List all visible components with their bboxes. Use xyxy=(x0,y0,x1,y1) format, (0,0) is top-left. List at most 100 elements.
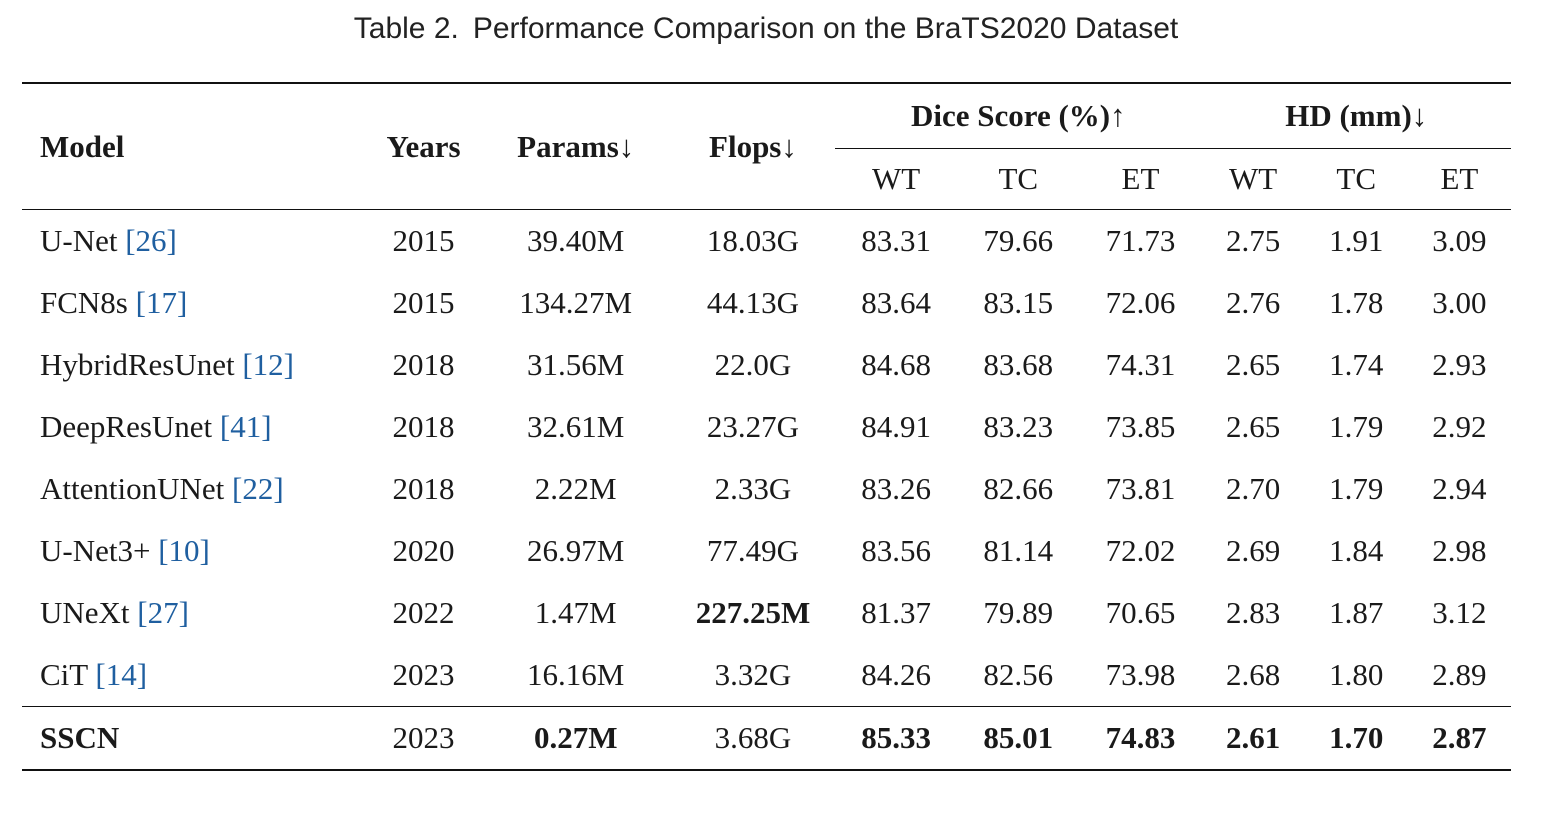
citation-link[interactable]: [41] xyxy=(219,409,272,444)
year-cell: 2018 xyxy=(392,409,455,444)
flops-cell: 22.0G xyxy=(714,347,792,382)
hd-wt-cell: 2.83 xyxy=(1225,595,1281,630)
hd-wt-cell: 2.68 xyxy=(1225,657,1281,692)
header-row-group: Model Years Params↓ Flops↓ Dice Score (%… xyxy=(22,83,1511,164)
hd-wt-cell: 2.69 xyxy=(1225,533,1281,568)
citation-link[interactable]: [22] xyxy=(232,471,284,506)
hd-tc-cell: 1.87 xyxy=(1329,595,1384,630)
model-name: UNeXt xyxy=(40,595,130,630)
dice-et-cell: 72.06 xyxy=(1105,285,1176,320)
year-cell: 2023 xyxy=(392,720,455,755)
year-cell: 2015 xyxy=(392,223,455,258)
hd-wt-cell: 2.65 xyxy=(1225,409,1281,444)
hd-tc-cell: 1.79 xyxy=(1329,409,1384,444)
dice-et-cell: 73.81 xyxy=(1105,471,1176,506)
flops-cell: 18.03G xyxy=(706,223,800,258)
dice-wt-cell: 83.26 xyxy=(861,471,932,506)
dice-tc-cell-best: 85.01 xyxy=(983,720,1054,755)
hd-tc-cell: 1.74 xyxy=(1329,347,1384,382)
dice-wt-cell-best: 85.33 xyxy=(861,720,932,755)
header-dice-tc: TC xyxy=(998,161,1039,196)
model-name: CiT xyxy=(40,657,88,692)
table-row: U-Net [26] 2015 39.40M 18.03G 83.31 79.6… xyxy=(22,209,1511,273)
year-cell: 2022 xyxy=(392,595,455,630)
model-name: FCN8s xyxy=(40,285,128,320)
hd-tc-cell-best: 1.70 xyxy=(1329,720,1384,755)
hd-wt-cell: 2.75 xyxy=(1225,223,1281,258)
flops-cell: 23.27G xyxy=(706,409,800,444)
dice-tc-cell: 83.15 xyxy=(983,285,1054,320)
hd-tc-cell: 1.91 xyxy=(1329,223,1384,258)
params-cell: 16.16M xyxy=(527,657,625,692)
header-dice-wt: WT xyxy=(872,161,921,196)
dice-tc-cell: 82.66 xyxy=(983,471,1054,506)
table-row: HybridResUnet [12] 2018 31.56M 22.0G 84.… xyxy=(22,334,1511,396)
model-name: HybridResUnet xyxy=(40,347,235,382)
citation-link[interactable]: [17] xyxy=(135,285,188,320)
flops-cell: 44.13G xyxy=(706,285,800,320)
hd-et-cell: 2.94 xyxy=(1432,471,1487,506)
hd-tc-cell: 1.78 xyxy=(1329,285,1384,320)
dice-et-cell: 72.02 xyxy=(1105,533,1176,568)
model-name-proposed: SSCN xyxy=(40,720,120,755)
hd-et-cell: 3.00 xyxy=(1432,285,1487,320)
table-caption-text: Performance Comparison on the BraTS2020 … xyxy=(472,12,1179,45)
header-years: Years xyxy=(386,128,461,164)
citation-link[interactable]: [26] xyxy=(125,223,177,258)
year-cell: 2015 xyxy=(392,285,455,320)
model-cell: U-Net3+ [10] xyxy=(22,520,366,582)
header-params: Params↓ xyxy=(517,128,635,164)
table-body: U-Net [26] 2015 39.40M 18.03G 83.31 79.6… xyxy=(22,209,1511,770)
dice-et-cell: 70.65 xyxy=(1105,595,1176,630)
params-cell: 134.27M xyxy=(519,285,633,320)
header-dice-et: ET xyxy=(1121,161,1160,196)
citation-link[interactable]: [14] xyxy=(95,657,148,692)
model-cell: DeepResUnet [41] xyxy=(22,396,366,458)
model-cell: AttentionUNet [22] xyxy=(22,458,366,520)
params-cell-best: 0.27M xyxy=(533,720,618,755)
hd-et-cell: 3.12 xyxy=(1432,595,1487,630)
flops-cell: 3.32G xyxy=(714,657,792,692)
year-cell: 2018 xyxy=(392,471,455,506)
dice-et-cell: 73.85 xyxy=(1105,409,1176,444)
flops-cell-best: 227.25M xyxy=(695,595,811,630)
model-cell: CiT [14] xyxy=(22,644,366,707)
model-cell: UNeXt [27] xyxy=(22,582,366,644)
header-row-sub: WT TC ET WT TC ET xyxy=(22,149,1511,210)
flops-cell: 3.68G xyxy=(714,720,792,755)
dice-tc-cell: 79.66 xyxy=(983,223,1054,258)
header-hd-group: HD (mm)↓ xyxy=(1201,83,1511,149)
hd-et-cell: 2.93 xyxy=(1432,347,1487,382)
citation-link[interactable]: [10] xyxy=(158,533,210,568)
dice-wt-cell: 84.91 xyxy=(861,409,932,444)
params-cell: 26.97M xyxy=(527,533,625,568)
hd-wt-cell: 2.76 xyxy=(1225,285,1281,320)
table-caption-label: Table 2. xyxy=(353,12,459,45)
header-hd-wt: WT xyxy=(1228,161,1278,196)
dice-et-cell: 73.98 xyxy=(1105,657,1176,692)
year-cell: 2020 xyxy=(392,533,455,568)
params-cell: 1.47M xyxy=(534,595,617,630)
dice-et-cell: 71.73 xyxy=(1105,223,1176,258)
model-name: DeepResUnet xyxy=(40,409,213,444)
dice-et-cell: 74.31 xyxy=(1105,347,1176,382)
dice-tc-cell: 83.68 xyxy=(983,347,1054,382)
dice-wt-cell: 84.26 xyxy=(861,657,932,692)
hd-wt-cell: 2.70 xyxy=(1225,471,1281,506)
citation-link[interactable]: [12] xyxy=(242,347,294,382)
hd-tc-cell: 1.79 xyxy=(1329,471,1384,506)
hd-et-cell-best: 2.87 xyxy=(1432,720,1487,755)
hd-wt-cell-best: 2.61 xyxy=(1225,720,1281,755)
dice-et-cell-best: 74.83 xyxy=(1105,720,1176,755)
model-name: AttentionUNet xyxy=(40,471,225,506)
hd-et-cell: 2.92 xyxy=(1432,409,1487,444)
header-model: Model xyxy=(40,128,125,164)
header-hd-et: ET xyxy=(1440,161,1479,196)
table-row-proposed: SSCN 2023 0.27M 3.68G 85.33 85.01 74.83 … xyxy=(22,706,1511,770)
hd-et-cell: 2.98 xyxy=(1432,533,1487,568)
flops-cell: 2.33G xyxy=(714,471,792,506)
year-cell: 2023 xyxy=(392,657,455,692)
table-row: FCN8s [17] 2015 134.27M 44.13G 83.64 83.… xyxy=(22,272,1511,334)
table-row: U-Net3+ [10] 2020 26.97M 77.49G 83.56 81… xyxy=(22,520,1511,582)
citation-link[interactable]: [27] xyxy=(137,595,189,630)
